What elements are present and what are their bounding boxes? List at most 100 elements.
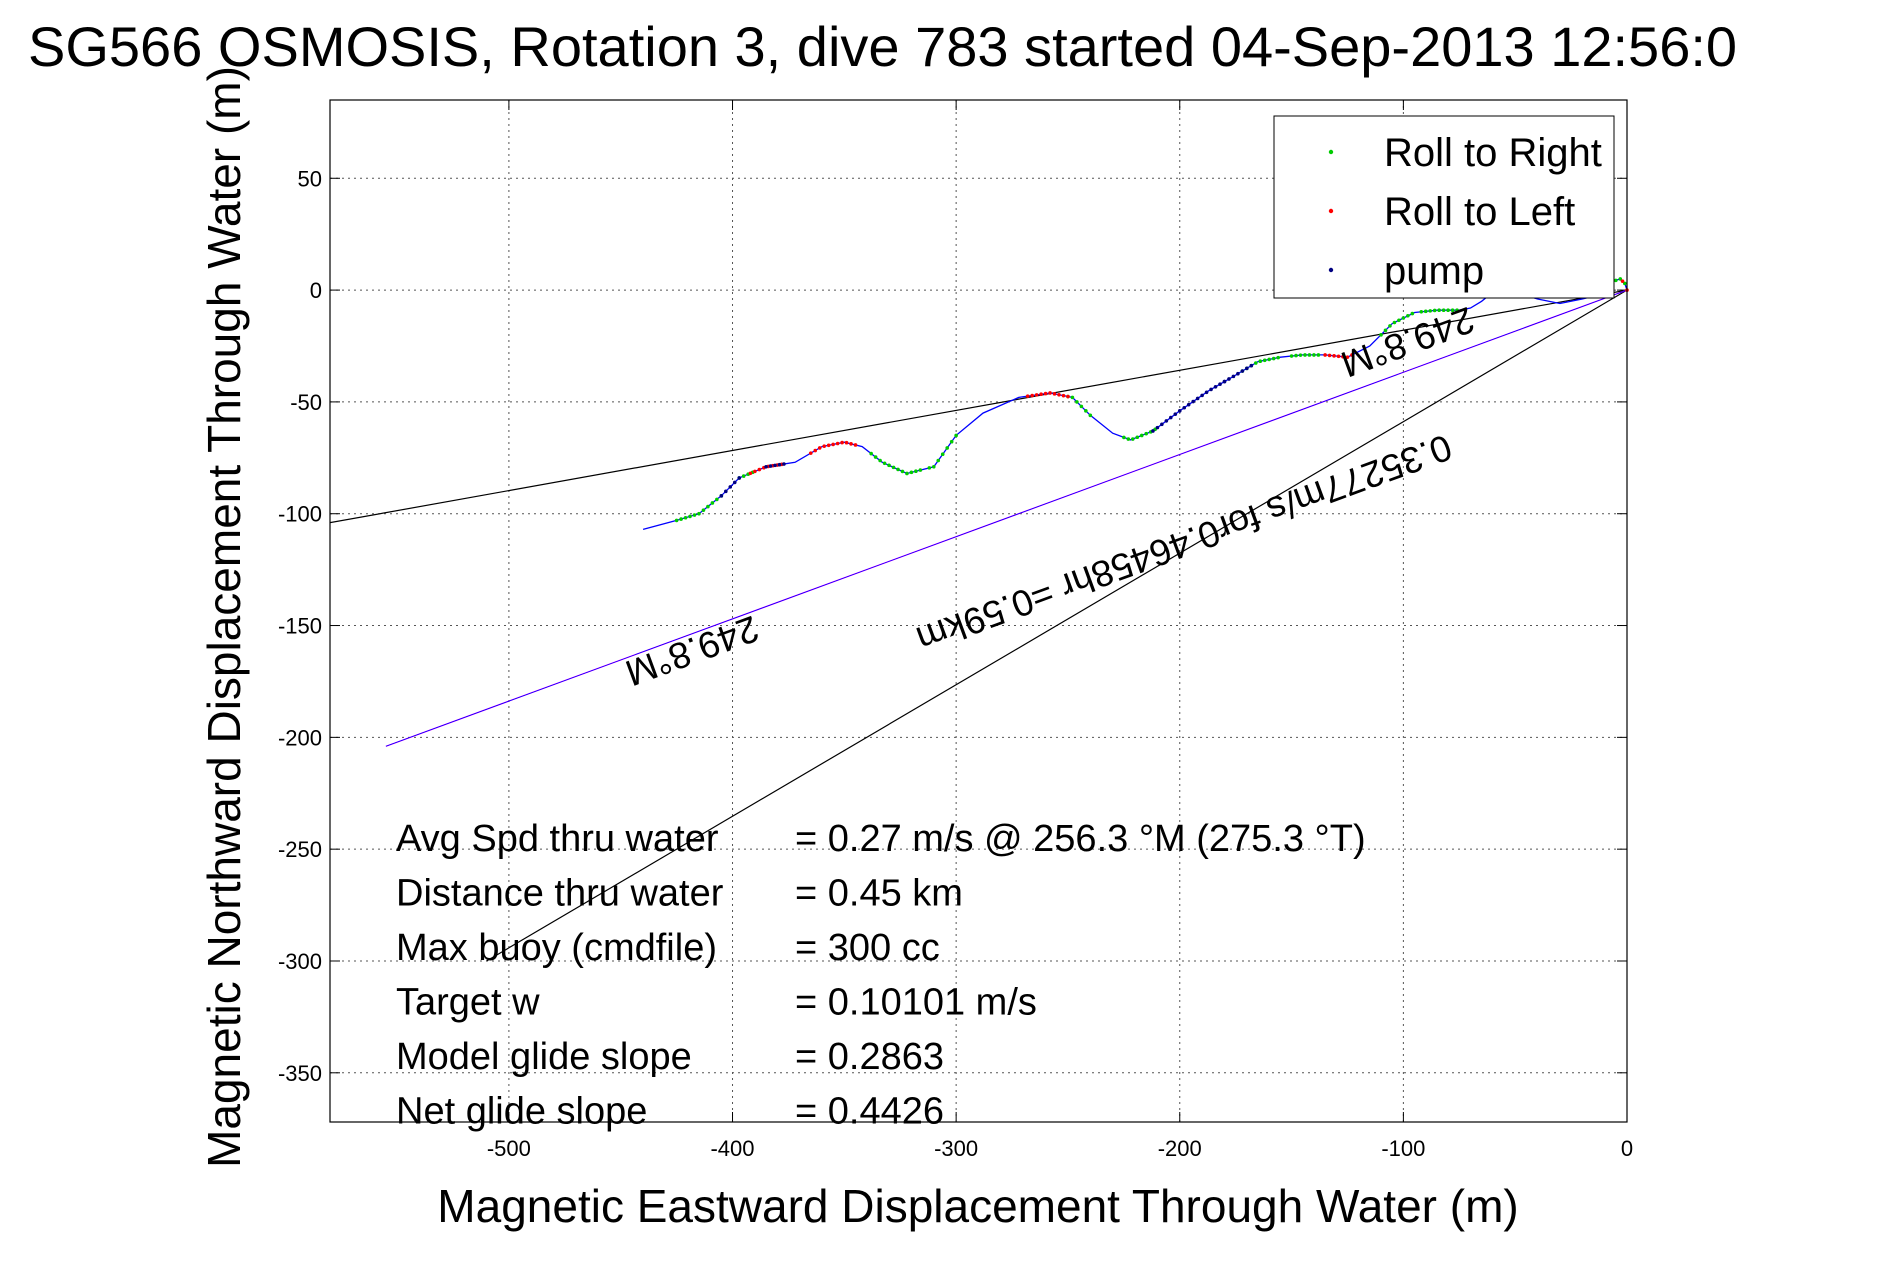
roll-left-dot — [1039, 392, 1043, 397]
stats-value: = 0.2863 — [795, 1036, 944, 1078]
roll-right-dot — [1614, 278, 1618, 283]
roll-right-dot — [873, 455, 878, 459]
x-tick-label: -200 — [1158, 1136, 1202, 1161]
pump-dot — [1169, 415, 1173, 420]
roll-left-dot — [1066, 394, 1070, 399]
roll-right-dot — [683, 515, 688, 520]
stats-label: Net glide slope — [396, 1091, 647, 1133]
pump-dot — [724, 489, 728, 494]
x-axis-label: Magnetic Eastward Displacement Through W… — [437, 1180, 1518, 1232]
line-lower — [486, 289, 1627, 962]
roll-right-dot — [1312, 353, 1316, 357]
y-tick-label: -250 — [278, 837, 322, 862]
roll-left-dot — [1061, 393, 1066, 398]
roll-right-dot — [909, 470, 914, 475]
roll-right-dot — [914, 469, 918, 474]
stats-value: = 300 cc — [795, 927, 940, 969]
roll-right-dot — [1432, 308, 1437, 313]
pump-dot — [1160, 422, 1164, 427]
roll-left-dot — [840, 440, 844, 445]
roll-left-dot — [1052, 392, 1057, 396]
roll-right-dot — [1441, 308, 1446, 313]
roll-right-dot — [905, 471, 909, 476]
roll-left-dot — [1620, 279, 1625, 283]
pump-dot — [1151, 429, 1155, 433]
pump-dot — [1231, 374, 1236, 379]
legend-label: Roll to Right — [1384, 131, 1602, 175]
pump-dot — [1222, 379, 1227, 384]
roll-left-dot — [849, 442, 853, 446]
roll-right-dot — [1135, 435, 1140, 440]
roll-right-dot — [1122, 435, 1126, 440]
pump-dot — [728, 485, 733, 489]
roll-right-dot — [1401, 316, 1406, 320]
roll-right-dot — [936, 458, 941, 463]
plot-frame — [329, 99, 1628, 1123]
roll-right-dot — [1294, 353, 1298, 358]
roll-right-dot — [674, 518, 679, 523]
roll-left-dot — [1323, 353, 1327, 357]
pump-dot — [768, 464, 773, 468]
roll-left-dot — [1030, 393, 1034, 398]
legend-marker — [1328, 208, 1334, 214]
roll-left-dot — [1341, 354, 1345, 359]
roll-right-dot — [715, 497, 719, 502]
stats-label: Avg Spd thru water — [396, 818, 719, 860]
roll-right-dot — [1126, 437, 1131, 441]
pump-dot — [737, 476, 742, 480]
y-tick-label: -150 — [278, 614, 322, 639]
roll-right-dot — [1392, 320, 1397, 325]
roll-right-dot — [869, 451, 873, 456]
roll-right-dot — [1450, 308, 1455, 313]
pump-dot — [1200, 393, 1204, 398]
stats-label: Max buoy (cmdfile) — [396, 927, 717, 969]
roll-right-dot — [1446, 308, 1450, 313]
pump-dot — [782, 462, 786, 466]
stats-value: = 0.27 m/s @ 256.3 °M (275.3 °T) — [795, 818, 1366, 860]
roll-left-dot — [1332, 354, 1336, 358]
roll-left-dot — [853, 443, 858, 447]
roll-right-dot — [706, 504, 710, 509]
pump-dot — [1164, 419, 1169, 423]
roll-left-dot — [1327, 353, 1332, 358]
roll-right-dot — [1075, 400, 1079, 404]
roll-left-dot — [831, 442, 835, 447]
chart-title: SG566 OSMOSIS, Rotation 3, dive 783 star… — [28, 15, 1737, 78]
stats-label: Model glide slope — [396, 1036, 692, 1078]
y-tick-label: -100 — [278, 502, 322, 527]
legend-box — [1273, 115, 1615, 299]
pump-dot — [1182, 405, 1187, 410]
pump-dot — [719, 494, 724, 498]
roll-right-dot — [900, 469, 905, 474]
pump-dot — [1195, 396, 1200, 401]
y-tick-label: -300 — [278, 949, 322, 974]
roll-right-dot — [887, 463, 891, 468]
pump-dot — [773, 463, 777, 468]
x-tick-label: -100 — [1381, 1136, 1425, 1161]
roll-right-dot — [1316, 353, 1321, 357]
pump-dot — [1173, 412, 1178, 417]
roll-right-dot — [1276, 355, 1280, 360]
roll-right-dot — [688, 514, 692, 519]
pump-dot — [1177, 409, 1182, 413]
roll-left-dot — [757, 467, 762, 472]
pump-dot — [1213, 385, 1218, 389]
roll-right-dot — [931, 464, 936, 469]
roll-right-dot — [1428, 309, 1433, 313]
roll-right-dot — [940, 452, 945, 457]
roll-left-dot — [844, 440, 849, 445]
roll-right-dot — [1423, 309, 1428, 314]
pump-dot — [1240, 369, 1245, 373]
roll-left-dot — [1043, 391, 1048, 396]
roll-right-dot — [1084, 409, 1088, 413]
legend-marker — [1328, 149, 1334, 155]
roll-right-dot — [882, 461, 887, 466]
roll-right-dot — [927, 466, 932, 470]
roll-left-dot — [748, 471, 753, 476]
roll-right-dot — [954, 433, 958, 438]
stats-value: = 0.10101 m/s — [795, 982, 1037, 1024]
pump-dot — [1218, 382, 1222, 386]
roll-left-dot — [826, 443, 831, 448]
roll-right-dot — [918, 468, 923, 472]
